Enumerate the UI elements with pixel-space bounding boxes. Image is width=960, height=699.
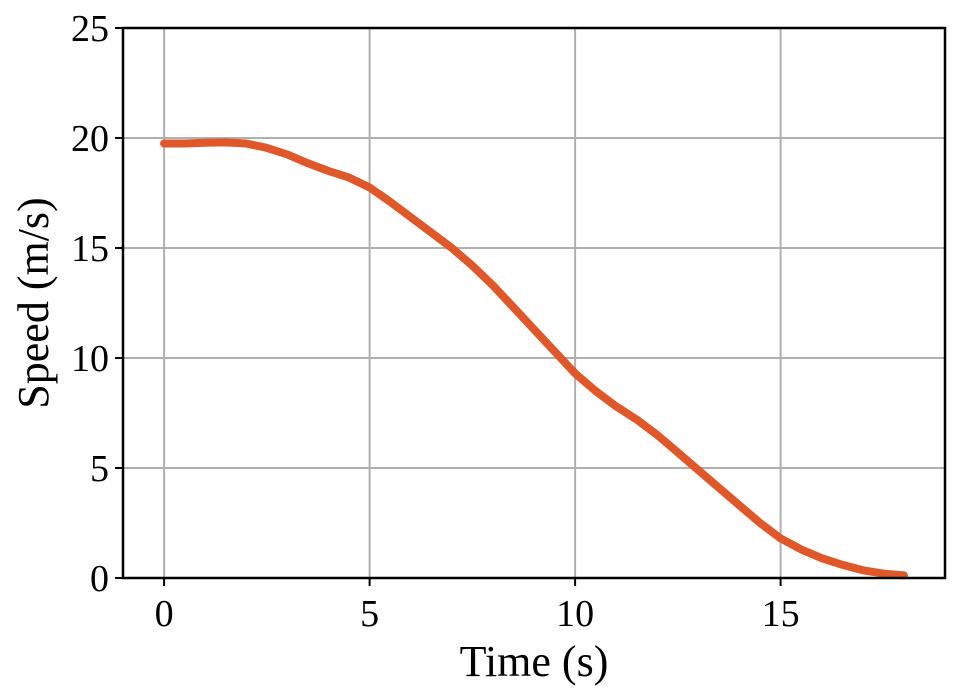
- y-tick-label: 0: [90, 558, 109, 600]
- y-tick-label: 15: [71, 228, 109, 270]
- plot-frame: [121, 26, 947, 580]
- y-tick-label: 5: [90, 448, 109, 490]
- x-axis-label: Time (s): [460, 637, 609, 686]
- y-tick-label: 25: [71, 8, 109, 50]
- x-tick-label: 5: [360, 593, 379, 635]
- y-axis-label: Speed (m/s): [9, 197, 58, 408]
- series-layer: [160, 138, 908, 580]
- y-tick-label: 10: [71, 338, 109, 380]
- x-tick-label: 10: [556, 593, 594, 635]
- grid: [123, 27, 945, 579]
- ticks: 0 5 10 15 0 5 10 15 20 25: [71, 8, 800, 635]
- x-tick-label: 15: [762, 593, 800, 635]
- x-tick-label: 0: [155, 593, 174, 635]
- speed-line: [160, 138, 908, 580]
- y-tick-label: 20: [71, 118, 109, 160]
